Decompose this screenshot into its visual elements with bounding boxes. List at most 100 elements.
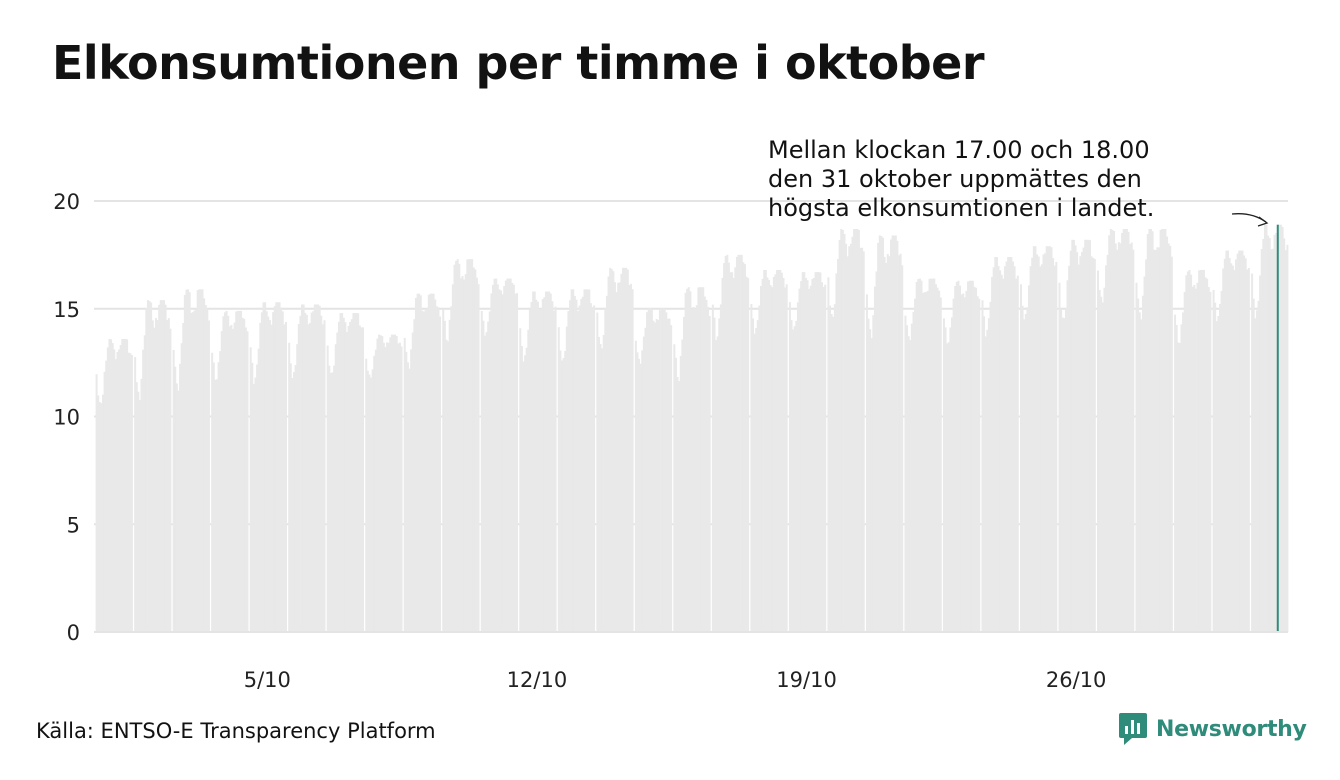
hour-bar [492,284,494,632]
hour-bar [246,331,249,632]
hour-bar [707,306,710,632]
hour-bar [102,394,105,632]
hour-bar [673,344,676,632]
hour-bar [732,277,735,632]
hour-bar [483,335,486,632]
hour-bar [252,383,255,632]
hour-bar [408,368,411,632]
hour-bar [187,289,190,632]
hour-bar [928,278,931,632]
hour-bar [236,310,239,632]
hour-bar [466,259,469,632]
hour-bar [161,300,164,632]
hour-bar [265,311,268,632]
hour-bar [1122,229,1125,632]
hour-bar [297,323,300,632]
hour-bar [199,289,202,632]
hour-bar [1239,250,1242,632]
hour-bar [849,243,852,632]
hour-bar [278,302,281,632]
hour-bar [1251,273,1254,632]
hour-bar [257,348,260,632]
hour-bar [167,318,170,632]
hour-bar [917,279,920,632]
hour-bar [1283,238,1286,632]
hour-bar [971,280,974,632]
hour-bar [790,320,793,632]
hour-bar [851,236,854,633]
hour-bar [1058,282,1061,632]
hour-bar [146,300,149,632]
hour-bar [530,301,533,632]
hour-bar [999,270,1002,632]
hour-bar [867,318,870,632]
hour-bar [456,259,459,632]
hour-bar [1090,256,1093,632]
hour-bar [1228,258,1231,632]
hour-bar [626,269,629,632]
hour-bar [1026,307,1029,632]
hour-bar [122,338,125,632]
hour-bar [601,348,604,632]
hour-bar [1212,289,1215,632]
hour-bar [350,319,353,632]
hour-bar [362,327,365,632]
hour-bar [559,350,562,632]
hour-bar [230,324,233,632]
hour-bar [493,278,496,632]
hour-bar [138,400,141,632]
hour-bar [662,308,665,632]
hour-bar [329,372,332,632]
hour-bar [321,324,324,632]
hour-bar [861,247,864,632]
hour-bar [841,229,844,632]
hour-bar [761,278,764,632]
hour-bar [126,339,129,632]
hour-bar [873,286,876,632]
hour-bar [670,325,673,632]
hour-bar [551,301,554,632]
y-tick-label: 20 [53,190,80,214]
hour-bar [312,311,315,632]
hour-bar [585,289,588,632]
hour-bar [244,327,247,632]
hour-bar [772,276,775,632]
hour-bar [840,229,843,632]
hour-bar [233,322,236,632]
hour-bar [1024,313,1027,632]
brand-logo[interactable]: Newsworthy [1118,712,1307,746]
hour-bar [1188,269,1191,632]
hour-bar [1191,286,1194,632]
hour-bar [1235,259,1238,632]
hour-bar [98,402,101,632]
hour-bar [711,304,714,632]
hour-bar [159,300,162,632]
hour-bar [750,303,753,632]
hour-bar [270,324,273,632]
hour-bar [660,308,663,632]
hour-bar [195,309,198,632]
hour-bar [1080,252,1083,632]
hour-bar [764,269,767,632]
hour-bar [503,286,506,632]
y-tick-label: 0 [67,621,80,645]
hour-bar [524,355,527,632]
hour-bar [275,302,278,632]
hour-bar [212,362,215,632]
hour-bar [1105,265,1108,632]
hour-bar [339,313,342,632]
hour-bar [1279,224,1282,632]
hour-bar [1061,317,1064,632]
hour-bar [288,342,291,632]
hour-bar [1076,252,1079,633]
hour-bar [1071,239,1074,633]
hour-bar [172,349,175,632]
hour-bar [217,362,220,632]
hour-bar [644,327,647,632]
hour-bar [1182,312,1185,632]
hour-bar [605,295,608,632]
hour-bar [190,312,193,632]
hour-bar [734,267,737,632]
hour-bar [983,316,986,632]
hour-bar [997,266,1000,632]
